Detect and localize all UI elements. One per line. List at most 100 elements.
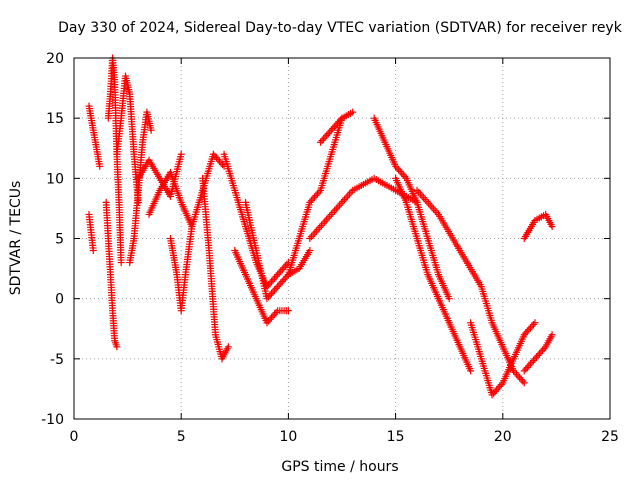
series-arc-k — [220, 150, 292, 291]
trace-marker — [278, 265, 286, 273]
data-point — [113, 343, 121, 351]
data-point — [263, 295, 271, 303]
trace-marker — [534, 351, 542, 359]
trace-marker — [393, 164, 401, 172]
data-point — [117, 259, 125, 267]
trace-marker — [269, 312, 277, 320]
series-arc-g — [134, 150, 185, 200]
trace-marker — [321, 133, 329, 141]
trace-marker — [336, 116, 344, 124]
data-point — [147, 126, 155, 134]
trace-marker — [529, 320, 537, 328]
x-tick-label: 25 — [601, 429, 619, 445]
trace-marker — [526, 324, 534, 332]
trace-marker — [333, 119, 341, 127]
data-point — [263, 319, 271, 327]
trace-marker — [326, 128, 334, 136]
data-point — [89, 247, 97, 255]
series-arc-e — [113, 72, 142, 206]
data-point — [306, 198, 314, 206]
series-arc-q — [370, 114, 453, 303]
x-tick-label: 0 — [70, 429, 79, 445]
trace-marker — [497, 381, 505, 389]
trace-marker — [399, 171, 407, 179]
series-arc-v — [520, 331, 556, 375]
trace-marker — [309, 195, 317, 203]
data-point — [520, 379, 528, 387]
trace-marker — [329, 124, 337, 132]
data-point — [548, 331, 556, 339]
data-point — [327, 126, 335, 134]
trace-marker — [529, 357, 537, 365]
y-tick-label: 5 — [55, 232, 64, 248]
trace-marker — [490, 389, 498, 397]
trace-marker — [318, 137, 326, 145]
trace-marker — [212, 154, 220, 162]
data-point — [445, 295, 453, 303]
trace-marker — [219, 161, 227, 169]
trace-marker — [532, 353, 540, 361]
trace-marker — [528, 358, 536, 366]
data-point — [510, 367, 518, 375]
trace-marker — [540, 345, 548, 353]
trace-marker — [516, 374, 524, 382]
trace-marker — [537, 348, 545, 356]
data-point — [274, 271, 282, 279]
data-point — [531, 355, 539, 363]
trace-marker — [266, 315, 274, 323]
trace-marker — [514, 372, 522, 380]
trace-marker — [268, 290, 276, 298]
x-tick-label: 20 — [494, 429, 512, 445]
trace-marker — [277, 267, 285, 275]
data-point — [488, 391, 496, 399]
x-tick-label: 15 — [387, 429, 405, 445]
trace-marker — [215, 157, 223, 165]
y-axis-label: SDTVAR / TECUs — [8, 181, 24, 296]
trace-marker — [493, 386, 501, 394]
trace-marker — [277, 279, 285, 287]
trace-marker — [271, 310, 279, 318]
y-tick-label: 10 — [46, 171, 64, 187]
trace-marker — [214, 155, 222, 163]
trace-marker — [517, 375, 525, 383]
trace-marker — [395, 166, 403, 174]
trace-marker — [264, 293, 272, 301]
trace-marker — [271, 274, 279, 282]
y-tick-label: 15 — [46, 111, 64, 127]
x-axis-label: GPS time / hours — [281, 459, 398, 475]
ticks-layer: 0 5 10 15 20 25 -10 -5 0 5 10 15 20 — [41, 51, 619, 445]
trace-marker — [513, 370, 521, 378]
data-point — [177, 150, 185, 158]
trace-marker — [523, 327, 531, 335]
trace-marker — [320, 135, 328, 143]
series-arc-h — [145, 150, 228, 230]
data-point — [520, 331, 528, 339]
x-tick-label: 10 — [279, 429, 297, 445]
data-point — [531, 319, 539, 327]
trace-marker — [275, 281, 283, 289]
trace-marker — [272, 272, 280, 280]
trace-marker — [525, 362, 533, 370]
data-point — [284, 307, 292, 315]
series-arc-o — [317, 108, 357, 146]
data-point — [224, 343, 232, 351]
trace-marker — [511, 369, 519, 377]
trace-marker — [525, 326, 533, 334]
x-tick-label: 5 — [177, 429, 186, 445]
trace-marker — [528, 322, 536, 330]
trace-marker — [324, 130, 332, 138]
data-point — [209, 150, 217, 158]
y-tick-label: 0 — [55, 292, 64, 308]
series-arc-l — [231, 247, 292, 327]
trace-marker — [272, 284, 280, 292]
trace-marker — [283, 272, 291, 280]
series-arc-f — [126, 108, 155, 267]
trace-marker — [335, 118, 343, 126]
trace-marker — [496, 382, 504, 390]
series-arc-s — [413, 186, 528, 387]
series-arc-a — [85, 102, 104, 170]
trace-marker — [526, 360, 534, 368]
trace-marker — [401, 173, 409, 181]
y-tick-label: 20 — [46, 51, 64, 67]
